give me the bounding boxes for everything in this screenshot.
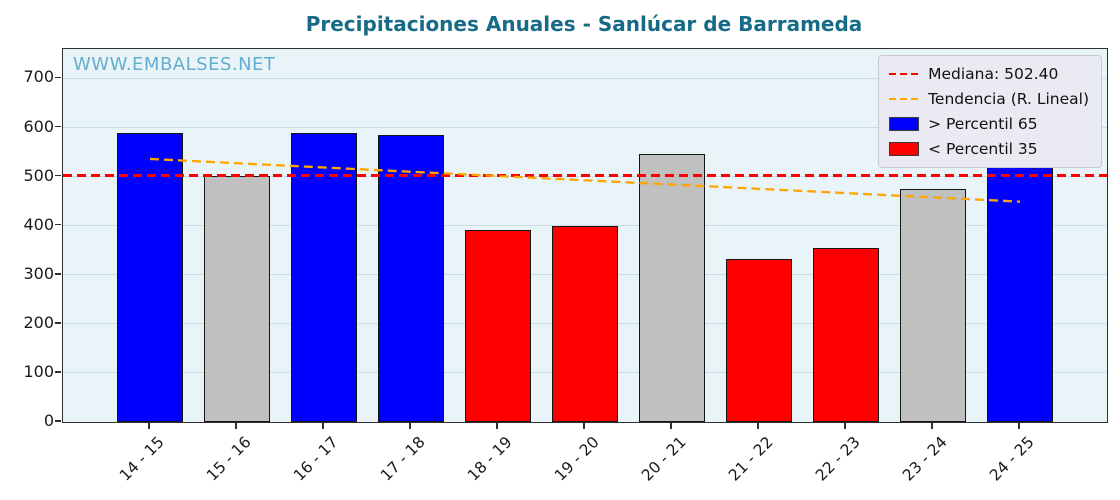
trend-line bbox=[149, 157, 1021, 203]
y-tick-label: 100 bbox=[23, 361, 54, 381]
x-tick-mark bbox=[670, 422, 672, 429]
legend-line-swatch bbox=[889, 72, 920, 76]
bar bbox=[900, 189, 966, 422]
legend-line-swatch bbox=[889, 97, 920, 101]
legend-item-label: < Percentil 35 bbox=[928, 140, 1038, 158]
x-tick-mark bbox=[496, 422, 498, 429]
y-tick-mark bbox=[55, 223, 61, 226]
x-tick-mark bbox=[931, 422, 933, 429]
x-tick-mark bbox=[322, 422, 324, 429]
y-tick-mark bbox=[55, 174, 61, 177]
bar bbox=[813, 247, 879, 422]
grid-line bbox=[63, 77, 1107, 79]
x-tick-mark bbox=[148, 422, 150, 429]
legend-item: < Percentil 35 bbox=[889, 140, 1089, 158]
legend-item-label: > Percentil 65 bbox=[928, 115, 1038, 133]
y-tick-label: 0 bbox=[43, 411, 54, 430]
bar bbox=[378, 135, 444, 422]
y-tick-mark bbox=[55, 76, 61, 79]
x-tick-mark bbox=[583, 422, 585, 429]
bar bbox=[552, 225, 618, 422]
plot-area: WWW.EMBALSES.NET Mediana: 502.40 Tendenci… bbox=[62, 48, 1108, 423]
watermark: WWW.EMBALSES.NET bbox=[73, 54, 276, 75]
y-tick-mark bbox=[55, 125, 61, 128]
x-tick-label: 19 - 20 bbox=[551, 433, 603, 485]
y-tick-label: 600 bbox=[23, 116, 54, 136]
legend: Mediana: 502.40 Tendencia (R. Lineal) > Pe… bbox=[878, 55, 1102, 168]
legend-item: > Percentil 65 bbox=[889, 115, 1089, 133]
x-tick-mark bbox=[844, 422, 846, 429]
legend-item: Mediana: 502.40 bbox=[889, 65, 1089, 83]
legend-box-swatch bbox=[889, 117, 920, 131]
x-tick-mark bbox=[757, 422, 759, 429]
bar bbox=[726, 258, 792, 422]
x-tick-label: 21 - 22 bbox=[725, 433, 777, 485]
bar bbox=[465, 229, 531, 422]
y-tick-mark bbox=[55, 273, 61, 275]
x-tick-label: 23 - 24 bbox=[899, 433, 951, 485]
legend-item-label: Mediana: 502.40 bbox=[928, 65, 1059, 83]
y-tick-mark bbox=[55, 322, 61, 324]
x-tick-mark bbox=[1018, 422, 1020, 429]
y-tick-mark bbox=[55, 420, 61, 422]
bar bbox=[204, 176, 270, 422]
bar bbox=[117, 133, 183, 422]
bar bbox=[291, 133, 357, 422]
chart-title: Precipitaciones Anuales - Sanlúcar de Ba… bbox=[305, 12, 863, 36]
grid-line bbox=[63, 127, 1107, 129]
y-tick-label: 500 bbox=[23, 165, 54, 185]
y-tick-label: 700 bbox=[23, 67, 54, 87]
legend-box-swatch bbox=[889, 142, 920, 156]
x-tick-label: 22 - 23 bbox=[812, 433, 864, 485]
y-tick-label: 300 bbox=[23, 263, 54, 283]
x-tick-label: 15 - 16 bbox=[203, 433, 255, 485]
y-tick-label: 400 bbox=[23, 214, 54, 234]
x-tick-mark bbox=[409, 422, 411, 429]
x-tick-label: 20 - 21 bbox=[638, 433, 690, 485]
y-tick-mark bbox=[55, 371, 61, 373]
x-tick-label: 16 - 17 bbox=[290, 433, 342, 485]
x-tick-label: 24 - 25 bbox=[986, 433, 1038, 485]
legend-item-label: Tendencia (R. Lineal) bbox=[928, 90, 1089, 108]
y-tick-label: 200 bbox=[23, 312, 54, 332]
median-line bbox=[63, 174, 1107, 177]
x-tick-label: 14 - 15 bbox=[116, 433, 168, 485]
x-tick-label: 18 - 19 bbox=[464, 433, 516, 485]
bar bbox=[639, 154, 705, 422]
legend-item: Tendencia (R. Lineal) bbox=[889, 90, 1089, 108]
x-tick-mark bbox=[235, 422, 237, 429]
x-tick-label: 17 - 18 bbox=[377, 433, 429, 485]
